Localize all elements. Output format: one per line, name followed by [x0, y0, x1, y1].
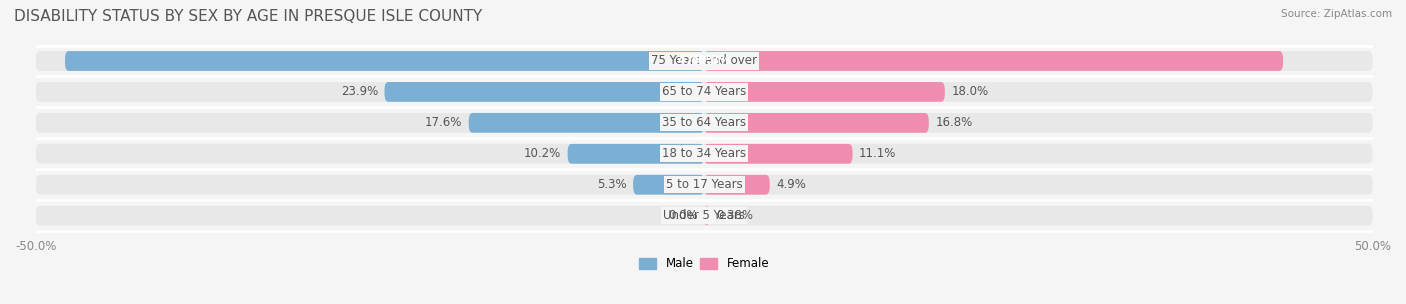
FancyBboxPatch shape: [633, 175, 704, 195]
FancyBboxPatch shape: [704, 206, 709, 226]
FancyBboxPatch shape: [35, 144, 1372, 164]
FancyBboxPatch shape: [35, 175, 1372, 195]
FancyBboxPatch shape: [65, 51, 704, 71]
Text: Source: ZipAtlas.com: Source: ZipAtlas.com: [1281, 9, 1392, 19]
Text: 17.6%: 17.6%: [425, 116, 463, 130]
Text: 23.9%: 23.9%: [340, 85, 378, 98]
FancyBboxPatch shape: [384, 82, 704, 102]
FancyBboxPatch shape: [704, 82, 945, 102]
Legend: Male, Female: Male, Female: [634, 253, 775, 275]
FancyBboxPatch shape: [704, 144, 852, 164]
FancyBboxPatch shape: [35, 82, 1372, 102]
FancyBboxPatch shape: [35, 206, 1372, 226]
Text: 4.9%: 4.9%: [776, 178, 806, 191]
Text: 16.8%: 16.8%: [935, 116, 973, 130]
Text: 47.8%: 47.8%: [678, 54, 718, 67]
Text: 0.0%: 0.0%: [668, 209, 697, 222]
FancyBboxPatch shape: [568, 144, 704, 164]
Text: 10.2%: 10.2%: [524, 147, 561, 160]
Text: 75 Years and over: 75 Years and over: [651, 54, 756, 67]
FancyBboxPatch shape: [35, 113, 1372, 133]
FancyBboxPatch shape: [704, 113, 929, 133]
Text: 18.0%: 18.0%: [952, 85, 988, 98]
FancyBboxPatch shape: [35, 51, 1372, 71]
Text: 11.1%: 11.1%: [859, 147, 897, 160]
Text: 5.3%: 5.3%: [598, 178, 627, 191]
Text: 65 to 74 Years: 65 to 74 Years: [662, 85, 747, 98]
Text: 43.3%: 43.3%: [690, 54, 731, 67]
Text: Under 5 Years: Under 5 Years: [664, 209, 745, 222]
Text: 35 to 64 Years: 35 to 64 Years: [662, 116, 747, 130]
FancyBboxPatch shape: [704, 51, 1284, 71]
FancyBboxPatch shape: [704, 175, 769, 195]
Text: 0.38%: 0.38%: [716, 209, 752, 222]
Text: DISABILITY STATUS BY SEX BY AGE IN PRESQUE ISLE COUNTY: DISABILITY STATUS BY SEX BY AGE IN PRESQ…: [14, 9, 482, 24]
FancyBboxPatch shape: [468, 113, 704, 133]
Text: 5 to 17 Years: 5 to 17 Years: [665, 178, 742, 191]
Text: 18 to 34 Years: 18 to 34 Years: [662, 147, 747, 160]
